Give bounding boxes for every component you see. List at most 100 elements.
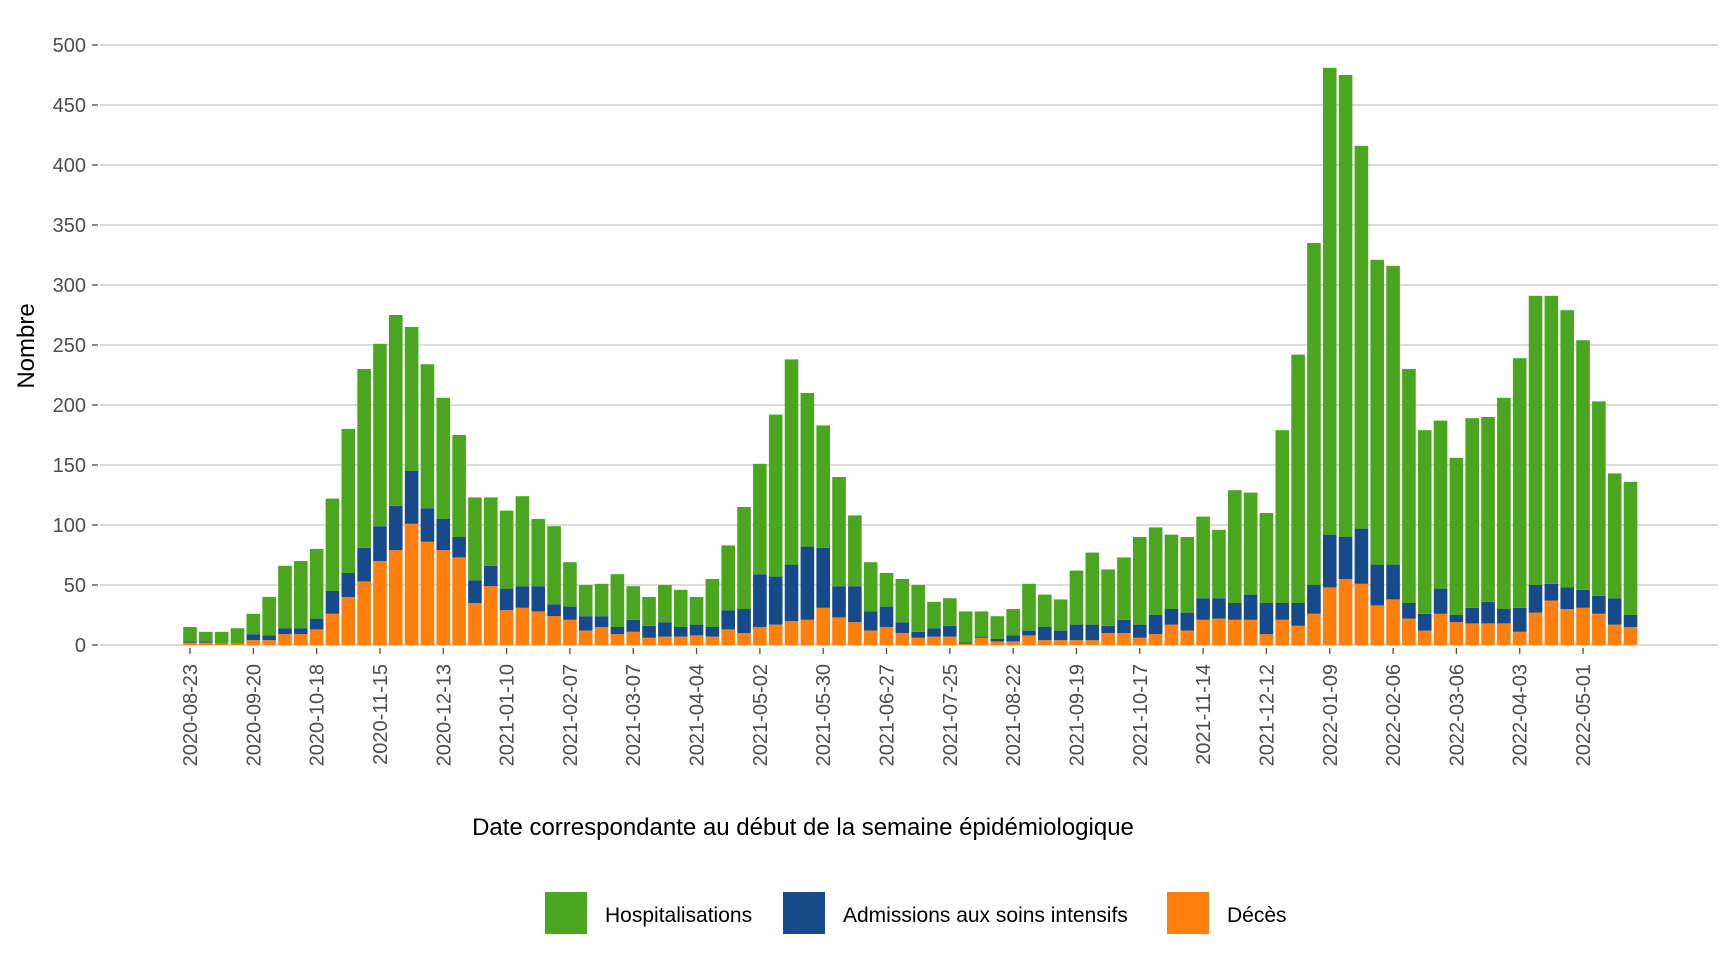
bar-segment xyxy=(610,627,625,635)
bar-segment xyxy=(800,393,815,547)
bar-segment xyxy=(547,604,561,617)
bar-segment xyxy=(515,496,530,587)
bar-segment xyxy=(594,616,609,627)
bar-segment xyxy=(879,627,894,645)
bar-segment xyxy=(1196,598,1210,620)
bar-segment xyxy=(1465,623,1480,645)
bar-segment xyxy=(1164,534,1179,609)
bar-segment xyxy=(563,562,577,607)
y-tick-label: 0 xyxy=(75,635,86,657)
bar-segment xyxy=(1449,457,1464,615)
bar-segment xyxy=(1085,552,1100,625)
bar-segment xyxy=(278,565,292,629)
bar-segment xyxy=(879,606,894,627)
bar-segment xyxy=(911,637,925,645)
bar-segment xyxy=(468,497,482,581)
bar-segment xyxy=(309,629,324,645)
bar-segment xyxy=(895,622,910,633)
bar-segment xyxy=(214,643,229,645)
bar-segment xyxy=(1212,529,1226,599)
y-tick-label: 200 xyxy=(53,395,86,417)
x-tick-label: 2021-05-02 xyxy=(750,664,772,766)
bar-segment xyxy=(1164,624,1179,645)
bar-segment xyxy=(1528,295,1543,585)
bar-segment xyxy=(199,631,213,642)
bar-segment xyxy=(1433,420,1448,589)
bar-segment xyxy=(1085,640,1100,645)
bar-segment xyxy=(1592,401,1606,596)
bar-segment xyxy=(1053,599,1068,631)
bar-segment xyxy=(1212,618,1226,645)
bar-segment xyxy=(1433,588,1448,614)
bar-segment xyxy=(1354,528,1369,584)
bar-segment xyxy=(1386,599,1400,645)
bar-segment xyxy=(958,642,973,644)
bar-segment xyxy=(816,547,830,608)
bar-segment xyxy=(452,435,466,537)
bar-segment xyxy=(721,629,736,645)
bar-segment xyxy=(1322,67,1337,535)
bar-segment xyxy=(1497,609,1511,624)
bar-segment xyxy=(784,359,799,565)
bar-segment xyxy=(309,549,324,619)
bar-segment xyxy=(784,621,799,645)
bar-segment xyxy=(705,627,720,637)
x-tick-label: 2022-05-01 xyxy=(1573,664,1595,766)
bar-segment xyxy=(1148,634,1163,645)
bar-segment xyxy=(1291,625,1305,645)
bar-segment xyxy=(1528,612,1543,645)
bar-segment xyxy=(658,636,672,645)
x-tick-label: 2021-08-22 xyxy=(1003,664,1025,766)
bar-segment xyxy=(246,634,261,641)
bar-segment xyxy=(499,510,514,589)
bar-segment xyxy=(1354,583,1369,645)
bar-segment xyxy=(404,523,419,645)
x-tick-label: 2021-11-14 xyxy=(1193,664,1215,765)
bar-segment xyxy=(737,507,751,609)
y-tick-label: 100 xyxy=(53,515,86,537)
bar-segment xyxy=(768,576,783,625)
x-tick-label: 2021-10-17 xyxy=(1130,664,1152,766)
bar-segment xyxy=(1338,537,1353,579)
bar-segment xyxy=(689,635,704,645)
bar-segment xyxy=(911,631,925,638)
bar-segment xyxy=(1053,640,1068,645)
bar-segment xyxy=(547,526,561,605)
bar-segment xyxy=(1417,630,1432,645)
bar-segment xyxy=(832,477,846,587)
bar-segment xyxy=(325,591,340,614)
bar-segment xyxy=(1291,603,1305,626)
bar-segment xyxy=(1607,598,1622,625)
bar-segment xyxy=(357,369,371,548)
bar-segment xyxy=(1592,595,1606,614)
bar-segment xyxy=(1481,623,1495,645)
bar-segment xyxy=(1006,641,1020,645)
bar-segment xyxy=(1117,619,1131,633)
y-tick-label: 250 xyxy=(53,335,86,357)
bar-segment xyxy=(1133,624,1147,638)
bar-segment xyxy=(230,628,245,644)
bar-segment xyxy=(705,636,720,645)
bar-segment xyxy=(1117,557,1131,620)
bar-segment xyxy=(1417,613,1432,631)
y-tick-label: 150 xyxy=(53,455,86,477)
bar-segment xyxy=(1259,513,1274,603)
x-tick-label: 2021-01-10 xyxy=(497,664,519,766)
bar-segment xyxy=(1623,615,1638,627)
bar-segment xyxy=(1497,623,1511,645)
bar-segment xyxy=(294,561,308,629)
bar-segment xyxy=(1386,564,1400,600)
bar-segment xyxy=(246,613,261,635)
bar-segment xyxy=(499,610,514,645)
bar-segment xyxy=(341,573,356,597)
bar-segment xyxy=(626,631,641,645)
bar-segment xyxy=(1196,619,1210,645)
bar-segment xyxy=(1212,598,1226,619)
bar-segment xyxy=(452,557,466,645)
bar-segment xyxy=(1006,635,1020,642)
bar-segment xyxy=(1433,613,1448,645)
bar-segment xyxy=(673,589,688,627)
bar-segment xyxy=(499,588,514,611)
bar-segment xyxy=(974,611,989,637)
bar-segment xyxy=(1006,609,1020,636)
